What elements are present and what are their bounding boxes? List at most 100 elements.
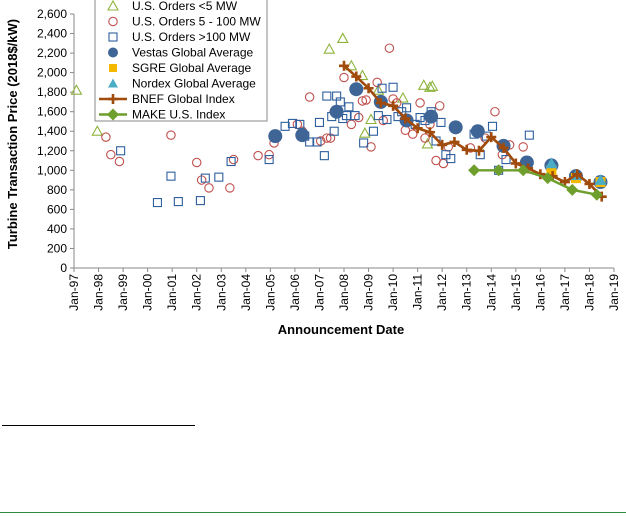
data-point [434,101,445,111]
data-point [350,111,360,121]
data-point [287,118,298,128]
data-point [437,139,448,150]
data-point [358,127,371,138]
data-point [377,83,387,93]
data-point [228,154,239,165]
data-point [373,111,383,121]
data-point [264,155,274,165]
data-point [412,123,423,134]
data-point [339,60,349,71]
data-point [200,173,210,183]
data-point [448,120,463,135]
data-point [518,142,528,152]
series-u-s-orders-5-mw [70,32,439,149]
data-point [312,137,322,147]
data-point [91,125,104,136]
x-tick-label: Jan-19 [607,274,621,311]
data-point [541,172,554,185]
data-point [545,157,558,169]
data-point [359,138,369,148]
y-tick-label: 1,600 [37,105,67,119]
data-point [407,129,418,139]
data-point [486,132,497,143]
data-point [524,130,534,140]
x-tick-label: Jan-12 [435,274,449,311]
x-tick-label: Jan-09 [362,274,376,311]
y-tick-label: 2,200 [37,46,67,60]
data-point [322,91,332,101]
series-vestas-global-average [268,82,608,190]
data-point [492,164,505,177]
data-point [152,197,163,208]
footnote-separator [2,425,195,426]
legend-marker [107,0,119,11]
data-point [323,43,336,54]
legend-marker [108,16,118,27]
legend-label: MAKE U.S. Index [132,108,225,122]
x-tick-label: Jan-99 [116,274,130,311]
data-point [368,126,379,136]
data-point [314,117,325,127]
data-point [101,132,111,142]
data-point [344,102,354,112]
data-point [116,146,126,156]
data-point [490,106,500,117]
data-point [510,158,521,169]
data-point [449,136,460,147]
data-point [501,155,511,165]
data-point [461,144,472,155]
y-tick-label: 2,400 [37,27,67,41]
y-tick-label: 800 [47,183,67,197]
data-point [336,32,349,43]
data-point [426,80,439,91]
data-point [423,81,436,92]
data-point [546,165,557,176]
data-point [468,164,481,177]
legend-marker [109,64,117,72]
y-tick-label: 1,400 [37,124,67,138]
legend-marker [108,94,118,104]
x-tick-label: Jan-15 [509,274,523,311]
y-tick-label: 2,600 [37,7,67,21]
data-point [372,84,385,95]
data-point [280,121,290,131]
data-point [421,137,434,149]
data-point [268,129,283,144]
series-make-u-s-index [468,164,603,201]
legend-label: U.S. Orders <5 MW [132,0,238,13]
legend-label: BNEF Global Index [132,92,235,106]
legend-entry: U.S. Orders <5 MW [107,0,238,13]
x-tick-label: Jan-00 [141,274,155,311]
data-point [166,130,176,140]
data-point [594,174,607,185]
data-point [356,69,369,81]
data-point [388,100,399,111]
x-tick-label: Jan-16 [533,274,547,311]
data-point [584,178,595,189]
series-line [343,64,603,198]
data-point [517,164,530,177]
legend-entry: Vestas Global Average [108,46,254,60]
data-point [204,183,214,193]
data-point [264,149,274,160]
data-point [415,98,425,108]
data-point [253,150,263,161]
x-tick-label: Jan-08 [337,274,351,311]
legend-entry: BNEF Global Index [99,92,235,106]
legend-marker [108,78,118,88]
data-point [415,113,425,123]
data-point [572,169,583,180]
y-tick-label: 600 [47,202,67,216]
x-axis-title: Announcement Date [278,322,404,337]
data-point [191,157,202,168]
data-point [349,82,364,97]
data-point [375,97,386,108]
data-point [322,133,332,143]
data-point [566,183,579,196]
y-tick-label: 400 [47,222,67,236]
data-point [346,119,357,130]
data-point [396,91,409,103]
data-point [70,84,83,95]
data-point [361,95,371,105]
